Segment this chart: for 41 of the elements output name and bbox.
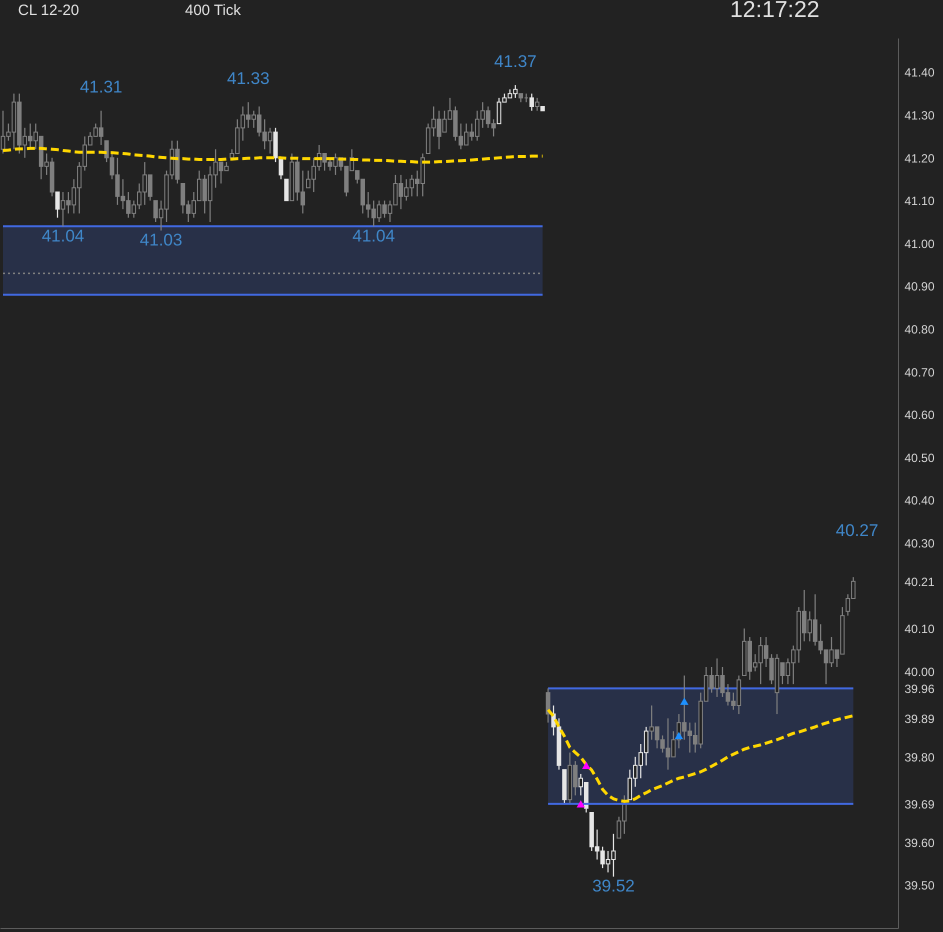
y-tick-label: 39.80 — [904, 750, 935, 764]
y-tick-label: 40.21 — [904, 574, 935, 589]
y-tick-label: 39.89 — [904, 712, 935, 726]
y-tick-label: 40.70 — [904, 365, 935, 380]
candlestick — [55, 191, 60, 218]
y-tick-label: 39.96 — [904, 682, 935, 696]
y-tick-label: 41.00 — [904, 236, 935, 251]
y-tick-label: 41.20 — [904, 151, 935, 166]
point — [674, 732, 684, 740]
y-tick-label: 39.69 — [904, 797, 935, 812]
y-tick-label: 40.10 — [904, 622, 935, 636]
chart-subtitle: 400 Tick — [185, 2, 242, 19]
candlestick — [284, 178, 289, 202]
candlestick — [534, 97, 540, 112]
annotation: 39.52 — [592, 876, 635, 896]
y-tick-label: 40.40 — [904, 494, 935, 508]
annotation: 41.04 — [42, 226, 84, 246]
annotation: 41.04 — [352, 226, 395, 246]
y-tick-label: 39.50 — [904, 878, 935, 893]
point — [582, 762, 590, 770]
chart-title: CL 12-20 — [18, 2, 80, 19]
annotation: 40.27 — [836, 521, 878, 540]
y-tick-label: 40.90 — [904, 280, 935, 294]
y-tick-label: 41.30 — [904, 108, 935, 123]
annotation: 41.37 — [494, 52, 537, 72]
point — [576, 800, 585, 808]
y-tick-label: 39.60 — [904, 836, 935, 850]
annotation: 41.31 — [80, 78, 122, 97]
y-tick-label: 40.60 — [904, 408, 935, 422]
y-tick-label: 41.10 — [904, 194, 935, 208]
y-tick-label: 41.40 — [904, 66, 935, 80]
point — [680, 698, 689, 705]
annotation: 41.03 — [140, 230, 182, 250]
y-tick-label: 40.00 — [904, 664, 935, 679]
y-tick-label: 40.80 — [904, 322, 935, 336]
y-tick-label: 40.30 — [904, 536, 935, 550]
candlestick — [546, 688, 550, 724]
candlestick — [529, 93, 534, 112]
y-tick-label: 40.50 — [904, 450, 935, 465]
text: 12:17:22 — [730, 0, 820, 22]
annotation: 41.33 — [227, 69, 270, 88]
